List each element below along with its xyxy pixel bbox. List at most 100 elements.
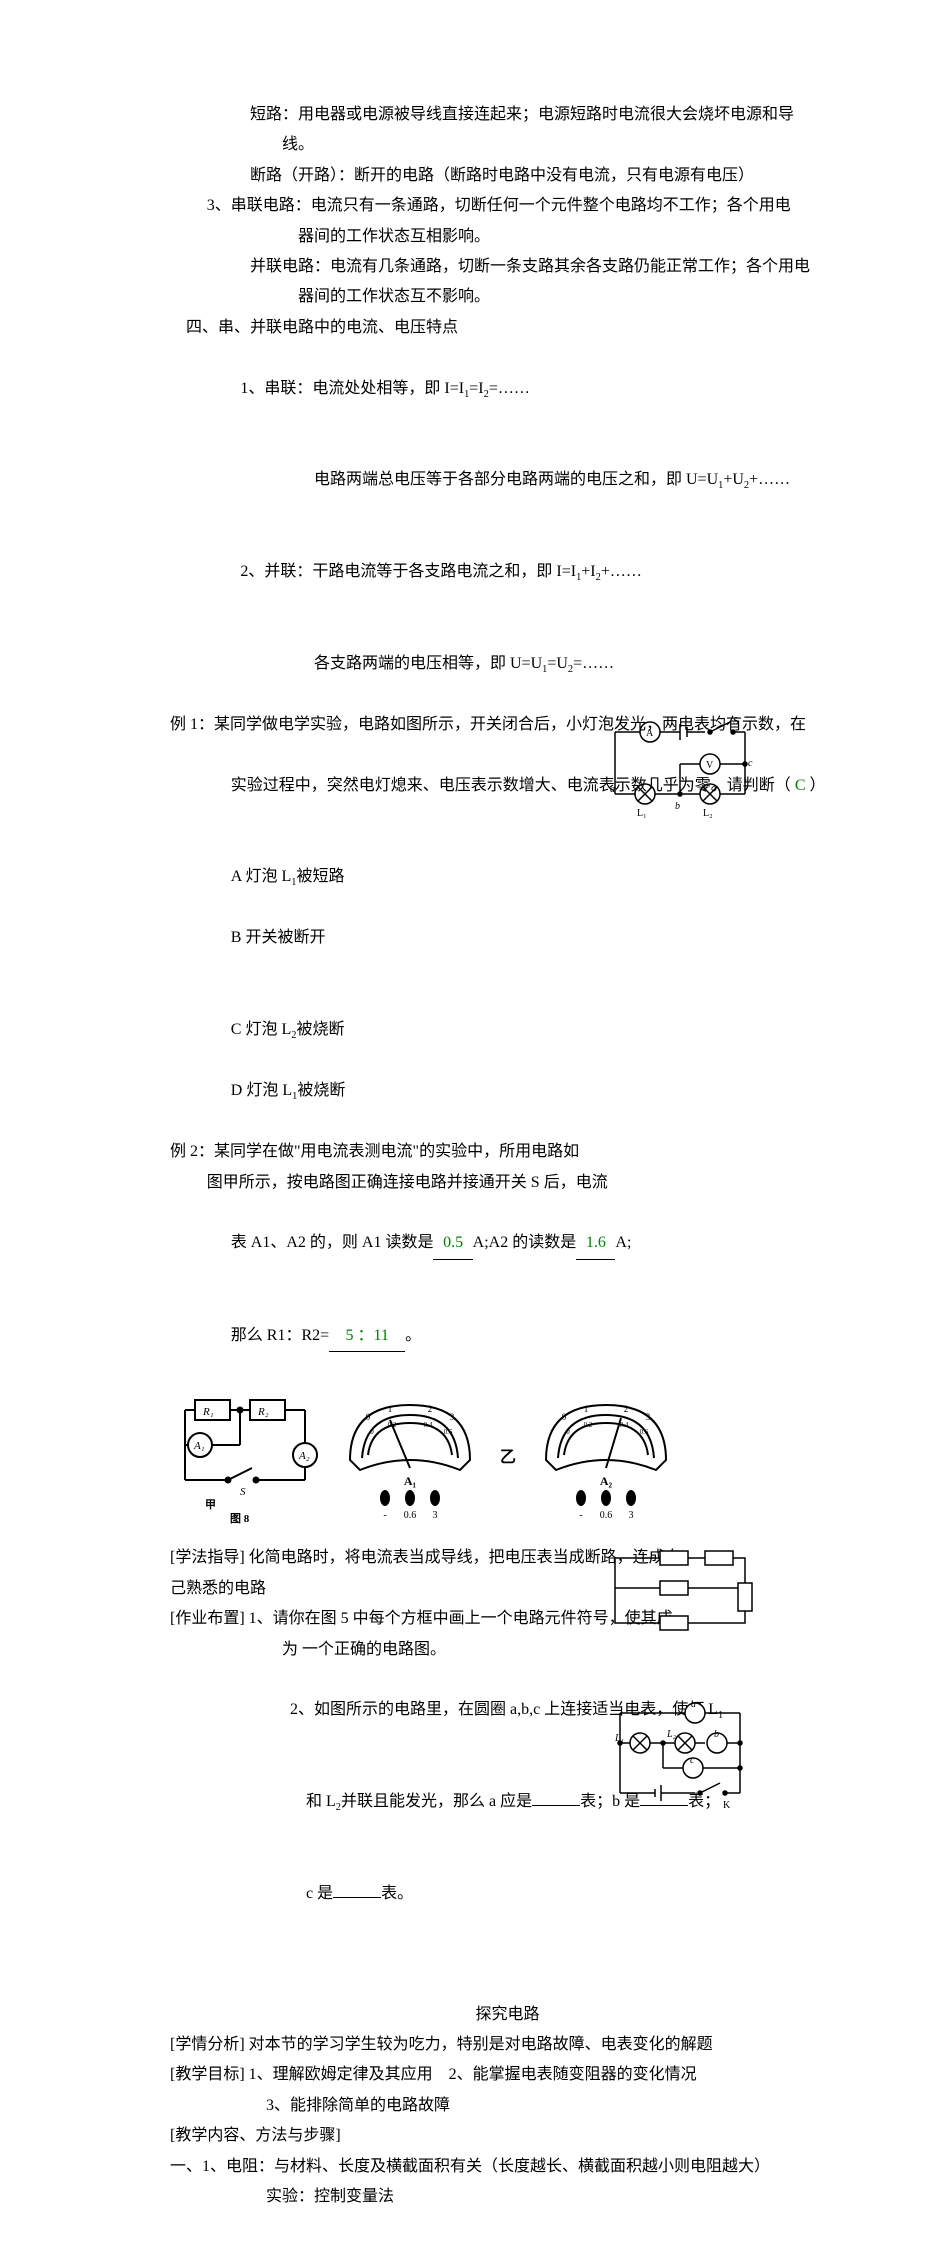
- text: =……: [489, 380, 530, 397]
- answer-blank: 0.5: [433, 1228, 472, 1259]
- text-line: 1、串联：电流处处相等，即 I=I1=I2=……: [170, 343, 845, 435]
- svg-text:A₁: A₁: [193, 1440, 205, 1452]
- heading-4: 四、串、并联电路中的电流、电压特点: [170, 313, 845, 343]
- svg-text:L₁: L₁: [614, 1733, 624, 1744]
- text-line: 并联电路：电流有几条通路，切断一条支路其余各支路仍能正常工作；各个用电: [170, 252, 845, 282]
- svg-text:-: -: [579, 1510, 582, 1521]
- option-a: A 灯泡 L1被短路: [231, 868, 345, 885]
- svg-text:A₂: A₂: [298, 1450, 310, 1462]
- text: =U: [547, 655, 568, 672]
- example-2-line: 表 A1、A2 的，则 A1 读数是0.5A;A2 的读数是1.6A;: [170, 1198, 845, 1290]
- svg-text:a: a: [610, 784, 615, 795]
- option-c: C 灯泡 L2被烧断: [231, 1021, 345, 1038]
- example-2-line: 例 2：某同学在做"用电流表测电流"的实验中，所用电路如: [170, 1137, 845, 1167]
- text-line: 断路（开路）：断开的电路（断路时电路中没有电流，只有电源有电压）: [170, 161, 845, 191]
- text-line: 短路：用电器或电源被导线直接连起来；电源短路时电流很大会烧坏电源和导: [170, 100, 845, 130]
- options-row: C 灯泡 L2被烧断 D 灯泡 L1被烧断: [170, 984, 845, 1137]
- svg-text:A₁: A₁: [404, 1474, 417, 1488]
- circuit-diagram-ex1: A V S L₁ L₂ a b c: [605, 714, 755, 826]
- option-b: B 开关被断开: [231, 929, 326, 946]
- ammeter-label: A: [646, 728, 654, 739]
- svg-text:b: b: [675, 801, 680, 812]
- hw2-diagram: a b c L₁ L₂ K: [605, 1693, 755, 1818]
- switch-label: S: [733, 716, 739, 727]
- svg-text:0.2: 0.2: [388, 1421, 397, 1429]
- svg-text:2: 2: [624, 1404, 629, 1414]
- svg-text:0.6: 0.6: [640, 1428, 649, 1436]
- svg-text:甲: 甲: [205, 1498, 216, 1511]
- ammeter-a2: 0 1 2 3 0 0.2 0.4 0.6 A₂ - 0.6 3: [526, 1390, 686, 1525]
- figure-8: R₁ R₂ A₁ A₂ S 甲 图 8: [170, 1390, 845, 1525]
- svg-text:b: b: [714, 1729, 719, 1740]
- svg-text:S: S: [240, 1486, 246, 1498]
- caption-yi: 乙: [500, 1443, 516, 1473]
- ammeter-a1: 0 1 2 3 0 0.2 0.4 0.6 A₁ - 0.6 3: [330, 1390, 490, 1525]
- svg-text:0.4: 0.4: [424, 1421, 433, 1429]
- text: 2、并联：干路电流等于各支路电流之和，即 I=I: [240, 563, 576, 580]
- text: +……: [749, 471, 790, 488]
- svg-text:-: -: [383, 1510, 386, 1521]
- text-line: 器间的工作状态互不影响。: [170, 282, 845, 312]
- text-line: 电路两端总电压等于各部分电路两端的电压之和，即 U=U1+U2+……: [170, 435, 845, 527]
- option-d: D 灯泡 L1被烧断: [231, 1082, 346, 1099]
- answer-text: C: [795, 777, 806, 794]
- text-line: 器间的工作状态互相影响。: [170, 222, 845, 252]
- analysis: [学情分析] 对本节的学习学生较为吃力，特别是对电路故障、电表变化的解题: [170, 2030, 845, 2060]
- homework-2: c 是表。: [170, 1848, 845, 1939]
- svg-text:c: c: [748, 758, 753, 769]
- text: 1、串联：电流处处相等，即 I=I: [240, 380, 464, 397]
- svg-text:A₂: A₂: [600, 1474, 613, 1488]
- answer-blank: 1.6: [576, 1228, 615, 1259]
- svg-text:1: 1: [584, 1404, 589, 1414]
- answer-blank: 5 ：11: [329, 1321, 405, 1352]
- text-line: 2、并联：干路电流等于各支路电流之和，即 I=I1+I2+……: [170, 527, 845, 619]
- text-line: 线。: [170, 130, 845, 160]
- svg-text:a: a: [691, 1699, 696, 1710]
- blank: [532, 1805, 580, 1806]
- svg-text:0: 0: [370, 1428, 374, 1436]
- teaching-goal: 3、能排除简单的电路故障: [170, 2091, 845, 2121]
- text: =……: [573, 655, 614, 672]
- svg-text:c: c: [690, 1755, 695, 1766]
- hw1-diagram: [605, 1543, 755, 1643]
- teaching-goal: [教学目标] 1、理解欧姆定律及其应用 2、能掌握电表随变阻器的变化情况: [170, 2060, 845, 2090]
- svg-text:图 8: 图 8: [230, 1512, 250, 1525]
- svg-text:0.4: 0.4: [620, 1421, 629, 1429]
- example-2-line: 那么 R1：R2=5 ：11。: [170, 1290, 845, 1382]
- section-title: 探究电路: [170, 2000, 845, 2030]
- svg-text:L₂: L₂: [703, 808, 713, 819]
- text: ）: [805, 777, 825, 794]
- voltmeter-label: V: [706, 760, 714, 771]
- svg-text:0: 0: [366, 1412, 371, 1422]
- svg-text:0.6: 0.6: [600, 1510, 613, 1521]
- text: +I: [581, 563, 595, 580]
- text: +……: [601, 563, 642, 580]
- text: =I: [469, 380, 483, 397]
- svg-text:0: 0: [566, 1428, 570, 1436]
- options-row: A 灯泡 L1被短路 B 开关被断开: [170, 832, 845, 985]
- text: 电路两端总电压等于各部分电路两端的电压之和，即 U=U: [314, 471, 718, 488]
- svg-text:L₁: L₁: [637, 808, 647, 819]
- text: +U: [723, 471, 744, 488]
- svg-text:3: 3: [629, 1510, 634, 1521]
- text: 各支路两端的电压相等，即 U=U: [314, 655, 542, 672]
- svg-text:2: 2: [428, 1404, 433, 1414]
- svg-text:3: 3: [646, 1412, 651, 1422]
- text-line: 3、串联电路：电流只有一条通路，切断任何一个元件整个电路均不工作；各个用电: [170, 191, 845, 221]
- teaching-content-heading: [教学内容、方法与步骤]: [170, 2121, 845, 2151]
- svg-text:K: K: [723, 1800, 731, 1811]
- blank: [333, 1897, 381, 1898]
- svg-text:3: 3: [450, 1412, 455, 1422]
- svg-text:0.6: 0.6: [444, 1428, 453, 1436]
- svg-text:1: 1: [388, 1404, 393, 1414]
- text-line: 各支路两端的电压相等，即 U=U1=U2=……: [170, 618, 845, 710]
- example-2-line: 图甲所示，按电路图正确连接电路并接通开关 S 后，电流: [170, 1168, 845, 1198]
- svg-text:0: 0: [562, 1412, 567, 1422]
- svg-text:L₂: L₂: [666, 1729, 677, 1740]
- svg-text:3: 3: [433, 1510, 438, 1521]
- svg-text:0.2: 0.2: [584, 1421, 593, 1429]
- svg-text:0.6: 0.6: [404, 1510, 417, 1521]
- document-page: 短路：用电器或电源被导线直接连起来；电源短路时电流很大会烧坏电源和导 线。 断路…: [0, 0, 945, 2262]
- content-1: 一、1、电阻：与材料、长度及横截面积有关（长度越长、横截面积越小则电阻越大）: [170, 2152, 845, 2182]
- circuit-jia: R₁ R₂ A₁ A₂ S 甲 图 8: [170, 1390, 320, 1525]
